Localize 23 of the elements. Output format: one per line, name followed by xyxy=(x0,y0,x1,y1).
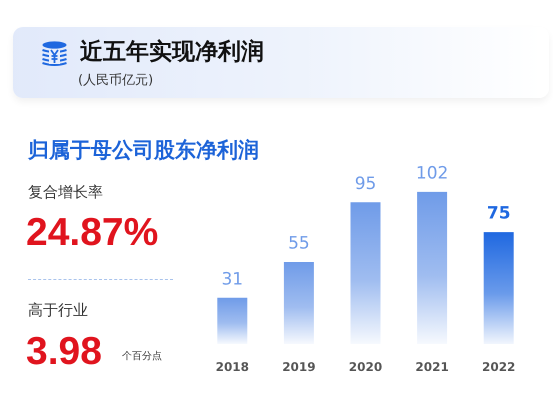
text: 高于行业 xyxy=(28,301,88,319)
text: 归属于母公司股东净利润 xyxy=(28,138,259,162)
x-tick-label: 2019 xyxy=(282,360,316,374)
data-label: 95 xyxy=(354,174,376,194)
x-tick-label: 2020 xyxy=(348,360,382,374)
x-tick-label: 2021 xyxy=(415,360,449,374)
text: 复合增长率 xyxy=(28,183,103,201)
chart-title: 近五年实现净利润 xyxy=(80,39,264,65)
data-label: 31 xyxy=(221,269,244,290)
bar xyxy=(350,202,380,344)
bar xyxy=(284,262,314,344)
text: 个百分点 xyxy=(122,351,162,362)
bar xyxy=(484,232,514,344)
data-label: 75 xyxy=(486,204,511,224)
chart-subtitle: (人民币亿元) xyxy=(78,73,154,88)
x-tick-label: 2022 xyxy=(482,360,516,374)
text: 3.98 xyxy=(26,330,102,373)
text: 24.87% xyxy=(26,211,158,254)
bar xyxy=(217,298,248,344)
bar xyxy=(417,192,448,344)
data-label: 102 xyxy=(416,163,448,184)
data-label: 55 xyxy=(288,233,310,254)
x-tick-label: 2018 xyxy=(216,360,250,374)
